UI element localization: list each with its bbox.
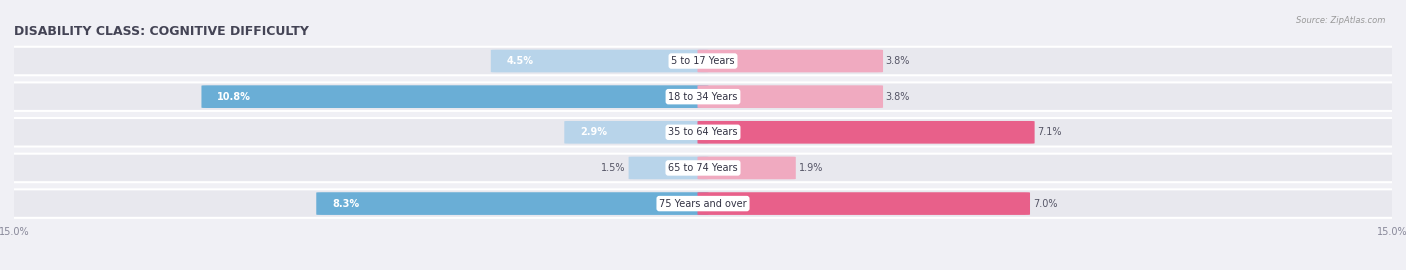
Text: 4.5%: 4.5% bbox=[506, 56, 534, 66]
Text: 2.9%: 2.9% bbox=[581, 127, 607, 137]
Text: 3.8%: 3.8% bbox=[886, 92, 910, 102]
FancyBboxPatch shape bbox=[316, 192, 709, 215]
Text: 3.8%: 3.8% bbox=[886, 56, 910, 66]
Text: 75 Years and over: 75 Years and over bbox=[659, 198, 747, 209]
FancyBboxPatch shape bbox=[0, 118, 1406, 147]
FancyBboxPatch shape bbox=[0, 154, 1406, 182]
FancyBboxPatch shape bbox=[0, 82, 1406, 111]
Text: 7.0%: 7.0% bbox=[1033, 198, 1057, 209]
Text: 18 to 34 Years: 18 to 34 Years bbox=[668, 92, 738, 102]
FancyBboxPatch shape bbox=[697, 121, 1035, 144]
Text: Source: ZipAtlas.com: Source: ZipAtlas.com bbox=[1295, 16, 1385, 25]
Text: 5 to 17 Years: 5 to 17 Years bbox=[671, 56, 735, 66]
Text: 1.5%: 1.5% bbox=[602, 163, 626, 173]
FancyBboxPatch shape bbox=[0, 189, 1406, 218]
Text: 65 to 74 Years: 65 to 74 Years bbox=[668, 163, 738, 173]
Text: 7.1%: 7.1% bbox=[1038, 127, 1062, 137]
FancyBboxPatch shape bbox=[697, 50, 883, 72]
FancyBboxPatch shape bbox=[491, 50, 709, 72]
FancyBboxPatch shape bbox=[697, 192, 1031, 215]
FancyBboxPatch shape bbox=[697, 85, 883, 108]
FancyBboxPatch shape bbox=[628, 157, 709, 179]
FancyBboxPatch shape bbox=[201, 85, 709, 108]
Text: DISABILITY CLASS: COGNITIVE DIFFICULTY: DISABILITY CLASS: COGNITIVE DIFFICULTY bbox=[14, 25, 309, 38]
FancyBboxPatch shape bbox=[0, 47, 1406, 75]
Text: 35 to 64 Years: 35 to 64 Years bbox=[668, 127, 738, 137]
Text: 8.3%: 8.3% bbox=[332, 198, 360, 209]
FancyBboxPatch shape bbox=[697, 157, 796, 179]
Text: 1.9%: 1.9% bbox=[799, 163, 823, 173]
FancyBboxPatch shape bbox=[564, 121, 709, 144]
Text: 10.8%: 10.8% bbox=[218, 92, 252, 102]
